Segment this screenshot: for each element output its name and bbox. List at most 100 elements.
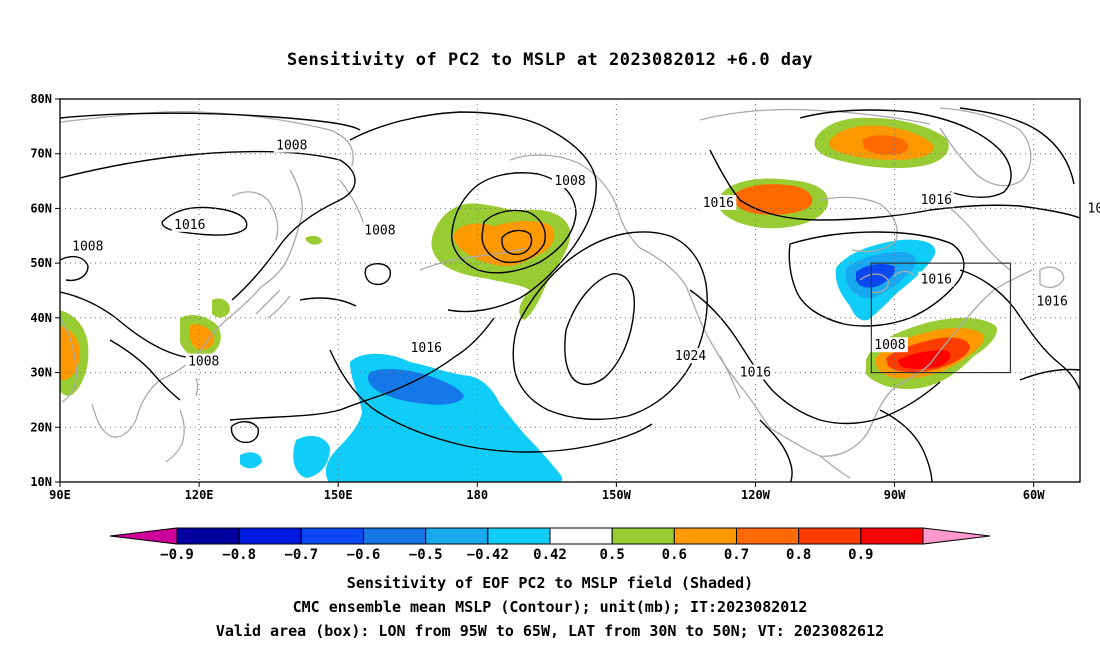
coast-hudson [819, 196, 898, 253]
svg-text:1016: 1016 [921, 193, 952, 208]
svg-text:1008: 1008 [554, 174, 585, 189]
contour-label: 1016 [408, 339, 445, 356]
contour-label: 1008 [871, 337, 908, 353]
lon-label: 150E [324, 488, 353, 502]
lon-label: 120E [185, 488, 214, 502]
colorbar-label: 0.5 [600, 547, 625, 563]
svg-text:1008: 1008 [276, 139, 307, 154]
coast-canada-arctic [699, 108, 931, 125]
lat-label: 80N [30, 92, 52, 106]
coast-east-us [929, 269, 1033, 365]
contour-low-inner [481, 209, 546, 264]
coast-gulf [769, 363, 931, 457]
svg-text:1016: 1016 [703, 196, 734, 211]
colorbar-label: 0.42 [533, 547, 567, 563]
contour-label: 1008 [273, 137, 310, 154]
lat-label: 30N [30, 366, 52, 380]
colorbar-segment [549, 527, 613, 545]
coast-philippines [165, 409, 185, 463]
svg-text:1008: 1008 [72, 240, 103, 255]
svg-text:1008: 1008 [188, 355, 219, 370]
lon-label: 90W [884, 488, 906, 502]
contour-canada-1008 [799, 109, 1012, 198]
contour-asia-1008-north [60, 112, 361, 131]
coast-japan [255, 289, 291, 319]
svg-text:1016: 1016 [1037, 294, 1068, 309]
lon-label: 60W [1023, 488, 1045, 502]
coast-nw-america [639, 247, 771, 429]
colorbar-label: −0.7 [284, 547, 318, 563]
lat-label: 70N [30, 147, 52, 161]
svg-text:1008: 1008 [874, 338, 905, 353]
contour-gl-ring [788, 231, 965, 327]
contour-labels: 1008 1016 1008 1008 1008 1016 1016 1008 1024 1016… [69, 137, 1100, 381]
contour-low-1008 [451, 172, 577, 274]
lon-label: 120W [741, 488, 771, 502]
contour-tibet [60, 255, 89, 282]
coast-greenland [939, 107, 1032, 187]
contour-east-1016 [959, 269, 1080, 391]
coast-central-am [819, 455, 851, 479]
valid-area-box [870, 262, 1012, 374]
lat-label: 40N [30, 311, 52, 325]
contour-atlantic-high [1019, 368, 1080, 381]
shade-positive-kam [305, 235, 322, 245]
mslp-contours [60, 107, 1080, 482]
contour-high-1024 [564, 273, 635, 385]
colorbar-min-triangle [109, 527, 178, 545]
contour-southeast [879, 409, 933, 482]
coast-great-lakes [859, 270, 915, 294]
colorbar-label: −0.42 [467, 547, 509, 563]
shade-positive-pacific-core [453, 220, 555, 266]
coast-labrador [939, 199, 1011, 271]
contour-closed-small [364, 263, 391, 286]
latitude-axis-labels: 80N 70N 60N 50N 40N 30N 20N 10N [30, 92, 60, 489]
colorbar: −0.9 −0.8 −0.7 −0.6 −0.5 −0.42 0.42 0.5 0.6 0.7 0.… [109, 527, 991, 563]
shade-negative-greatlakes-core [856, 264, 896, 288]
coast-indochina [91, 403, 137, 438]
colorbar-segment [798, 527, 862, 545]
contour-label: 1016 [918, 192, 955, 208]
contour-label: 1016 [1034, 293, 1071, 309]
contour-low-outer [349, 111, 597, 313]
coast-baja [719, 355, 741, 399]
colorbar-label: 0.8 [786, 547, 811, 563]
shade-positive-greenland-peak [862, 135, 909, 155]
colorbar-label: 0.9 [848, 547, 873, 563]
svg-text:1024: 1024 [675, 349, 706, 364]
caption-line-2: CMC ensemble mean MSLP (Contour); unit(m… [292, 598, 808, 616]
lat-label: 20N [30, 420, 52, 434]
shade-negative-subtropical-core [368, 369, 464, 405]
shade-negative-west [293, 435, 330, 478]
contour-canada-1016 [709, 149, 1080, 221]
svg-text:1016: 1016 [174, 218, 205, 233]
colorbar-label: −0.5 [409, 547, 443, 563]
colorbar-segment [611, 527, 675, 545]
contour-label: 1008 [361, 222, 398, 238]
coast-okhotsk [231, 191, 279, 241]
svg-text:1016: 1016 [411, 341, 442, 356]
contour-label: 1008 [69, 238, 106, 255]
lat-label: 50N [30, 256, 52, 270]
colorbar-segment [425, 527, 489, 545]
colorbar-segment [487, 527, 551, 545]
contour-label: 1024 [672, 348, 709, 364]
contour-label: 1016 [700, 194, 737, 211]
lon-label: 90E [49, 488, 71, 502]
map-frame [59, 98, 1081, 483]
contour-label: 1016 [171, 216, 208, 233]
contour-gulf-low [759, 419, 793, 482]
colorbar-label: 0.6 [662, 547, 687, 563]
contour-china-1008b [109, 339, 181, 401]
coast-alaska [509, 154, 641, 249]
lon-label: 180 [466, 488, 488, 502]
contour-low-core [501, 229, 533, 256]
contour-closed-small-2 [230, 421, 259, 444]
colorbar-label: −0.6 [347, 547, 381, 563]
shade-negative-subtropical [325, 353, 563, 482]
colorbar-segment [860, 527, 924, 545]
contour-label: 1008 [1085, 200, 1100, 216]
colorbar-max-triangle [922, 527, 991, 545]
contour-label: 1008 [552, 173, 588, 189]
